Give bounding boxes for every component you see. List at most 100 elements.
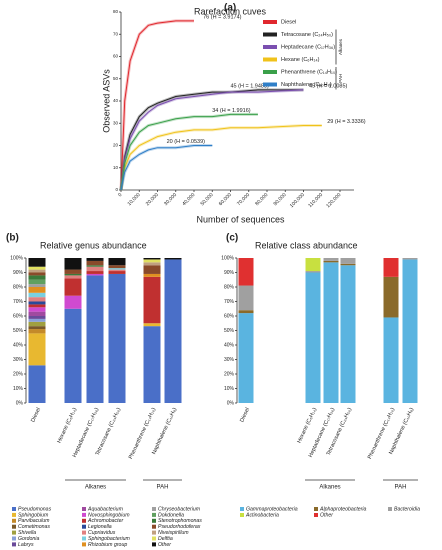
annotation: 20 (H = 0.0539) (167, 139, 206, 145)
legend-label: Hexane (C₆H₁₄) (281, 57, 320, 63)
bar-segment (143, 326, 161, 403)
legend-swatch (240, 507, 244, 511)
bar-segment (64, 258, 82, 270)
annotation: 76 (H = 3.9174) (203, 14, 242, 20)
legend-label: Stenotrophomonas (158, 518, 202, 524)
y-tick-label: 10 (113, 165, 119, 170)
bar-segment (340, 265, 356, 403)
chart-title: Relative genus abundance (40, 240, 147, 250)
legend-label: Cometimonas (18, 524, 50, 530)
bar-segment (28, 292, 46, 298)
legend-swatch (82, 542, 86, 547)
bar-segment (305, 271, 321, 273)
bar-segment (28, 266, 46, 270)
annotation: 34 (H = 1.9916) (212, 108, 251, 114)
bar-segment (305, 258, 321, 272)
bar-segment (28, 272, 46, 276)
y-tick-label: 40% (224, 342, 235, 348)
legend-group-label: PAH (338, 74, 343, 83)
y-tick-label: 10% (224, 386, 235, 392)
group-label: Alkanes (319, 485, 340, 491)
y-tick-label: 60 (113, 54, 119, 59)
series-line (120, 113, 258, 191)
bar-segment (323, 262, 339, 403)
series-line (120, 145, 213, 191)
bar-segment (238, 313, 254, 403)
bar-segment (305, 272, 321, 403)
x-tick-label: Hexane (C₆H₁₄) (56, 407, 78, 445)
series-line (120, 89, 304, 191)
legend-swatch (240, 513, 244, 517)
y-tick-label: 50% (13, 328, 24, 334)
legend-label: Parvibaculum (18, 518, 50, 524)
legend-label: Sphingobium (18, 512, 49, 518)
legend-swatch (82, 512, 86, 517)
legend-label: Cupriavidus (88, 530, 116, 536)
legend-swatch (12, 512, 16, 517)
legend-label: Rhizobium group (88, 542, 127, 548)
bar-segment (164, 258, 182, 260)
legend-swatch (12, 518, 16, 523)
x-tick-label: 110,000 (307, 192, 324, 209)
x-tick-label: Tetracosane (C₂₄H₅₀) (95, 407, 122, 457)
series-band (119, 144, 213, 191)
legend-label: Legionella (88, 524, 112, 530)
group-label: PAH (157, 485, 169, 491)
x-tick-label: 40,000 (181, 192, 196, 207)
bar-segment (108, 268, 126, 270)
annotation: 45 (H = 1.9488) (231, 83, 270, 89)
x-tick-label: 60,000 (218, 192, 233, 207)
bar-segment (64, 295, 82, 309)
legend-swatch (82, 530, 86, 535)
y-tick-label: 50 (113, 76, 119, 81)
bar-segment (323, 258, 339, 261)
y-tick-label: 60% (224, 313, 235, 319)
y-tick-label: 40% (13, 342, 24, 348)
bar-segment (383, 276, 399, 318)
bar-segment (340, 258, 356, 264)
legend-swatch (152, 507, 156, 511)
bar-segment (86, 271, 104, 274)
x-tick-label: 90,000 (273, 192, 288, 207)
bar-segment (28, 321, 46, 327)
bar-segment (28, 258, 46, 267)
bar-segment (86, 273, 104, 276)
legend-label: Actinobacteria (245, 512, 279, 518)
bar-segment (86, 260, 104, 266)
legend-swatch (263, 57, 277, 62)
legend-swatch (388, 507, 392, 511)
bar-segment (143, 258, 161, 260)
legend-label: Diesel (281, 19, 296, 25)
legend-swatch (152, 524, 156, 529)
bar-segment (28, 311, 46, 316)
group-label: PAH (395, 485, 407, 491)
bar-segment (28, 279, 46, 285)
y-tick-label: 80 (113, 9, 119, 14)
legend-swatch (152, 530, 156, 535)
bar-segment (108, 269, 126, 272)
x-tick-label: 80,000 (254, 192, 269, 207)
legend-label: Phenanthrene (C₁₄H₁₀) (281, 69, 337, 75)
bar-segment (28, 326, 46, 330)
series-line (120, 125, 322, 191)
y-tick-label: 70% (13, 299, 24, 305)
bar-segment (86, 275, 104, 403)
bar-segment (28, 301, 46, 305)
legend-swatch (12, 530, 16, 535)
bar-segment (28, 284, 46, 287)
bar-segment (64, 273, 82, 276)
y-tick-label: 0 (115, 187, 118, 192)
group-label: Alkanes (85, 485, 106, 491)
y-tick-label: 60% (13, 313, 24, 319)
bar-segment (143, 273, 161, 277)
bar-segment (28, 269, 46, 273)
series-band (119, 124, 322, 191)
legend-label: Heptadecane (C₁₇H₃₆) (281, 44, 335, 50)
legend-label: Shivella (18, 530, 36, 536)
panel-label: (a) (224, 3, 236, 14)
legend-label: Labrys (18, 542, 34, 548)
x-tick-label: 10,000 (127, 192, 142, 207)
bar-segment (64, 269, 82, 274)
x-tick-label: 100,000 (289, 192, 306, 209)
bar-segment (28, 304, 46, 308)
